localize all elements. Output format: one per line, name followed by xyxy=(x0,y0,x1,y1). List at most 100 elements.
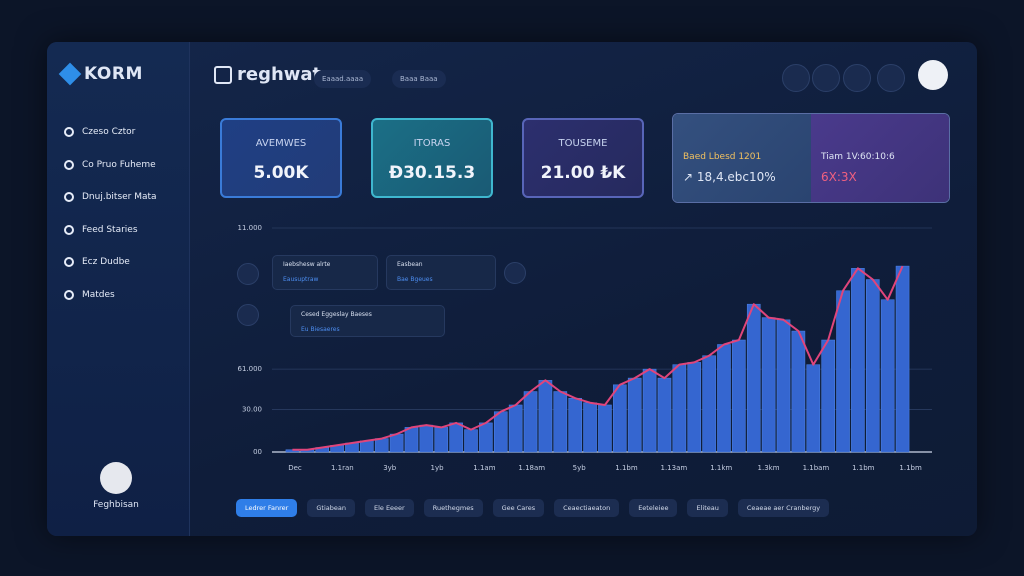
annotation-sub: Eu Biesaeres xyxy=(301,326,340,333)
icon-button[interactable] xyxy=(843,64,871,92)
x-tick-label: 1.3km xyxy=(758,464,780,472)
nav-icon xyxy=(64,289,74,300)
bar xyxy=(657,377,672,453)
bar xyxy=(583,402,597,453)
bar xyxy=(732,339,746,453)
tab[interactable]: Ceaectiaeaton xyxy=(554,499,620,517)
brand[interactable]: KORM xyxy=(58,62,143,86)
bar xyxy=(479,422,493,453)
header-chip[interactable]: Baaa Baaa xyxy=(392,70,446,88)
x-tick-label: 1.1km xyxy=(710,464,732,472)
bar xyxy=(389,433,404,453)
tab[interactable]: Gee Cares xyxy=(492,499,545,517)
highlight-right: Tiam 1V:60:10:6 6X:3X xyxy=(811,114,949,202)
close-button[interactable] xyxy=(918,60,948,90)
nav-item[interactable]: Co Pruo Fuheme xyxy=(64,159,156,170)
y-tick-label: 11.000 xyxy=(238,224,263,232)
nav-icon xyxy=(64,127,74,137)
bar xyxy=(523,391,538,453)
icon-button[interactable] xyxy=(877,64,905,92)
highlight-label: Baed Lbesd 1201 xyxy=(683,152,762,162)
bar xyxy=(627,377,642,453)
bar xyxy=(568,397,582,453)
stat-card[interactable]: ITORAS Ð30.15.3 xyxy=(371,118,493,198)
nav-item[interactable]: Feed Staries xyxy=(64,224,138,235)
x-tick-label: 1.18am xyxy=(518,464,545,472)
nav-icon xyxy=(64,224,74,235)
header-title: reghwatr xyxy=(214,64,330,85)
icon-button[interactable] xyxy=(782,64,810,92)
sidebar xyxy=(47,42,190,536)
annotation-sub: Bae Bgeues xyxy=(397,276,433,283)
stat-card[interactable]: TOUSEME 21.00 ₺K xyxy=(522,118,644,198)
nav-item[interactable]: Dnuj.bitser Mata xyxy=(64,192,157,202)
nav-item[interactable]: Ecz Dudbe xyxy=(64,257,130,267)
x-tick-label: 1.1am xyxy=(473,464,495,472)
bar xyxy=(791,330,806,453)
chart-icon[interactable] xyxy=(237,304,259,326)
nav-label: Co Pruo Fuheme xyxy=(82,159,156,170)
nav-item[interactable]: Matdes xyxy=(64,289,115,300)
card-value: Ð30.15.3 xyxy=(388,163,476,183)
icon-button[interactable] xyxy=(812,64,840,92)
y-tick-label: 61.000 xyxy=(238,365,263,373)
tab[interactable]: Gtiabean xyxy=(307,499,355,517)
bar xyxy=(746,303,761,453)
bar xyxy=(538,380,553,453)
tab[interactable]: Ruethegmes xyxy=(423,499,483,517)
annotation-title: Iaebshesw alrte xyxy=(283,261,331,268)
bar xyxy=(419,424,434,453)
card-value: 21.00 ₺K xyxy=(540,163,626,183)
bar xyxy=(687,362,702,453)
bar xyxy=(895,265,910,453)
tab[interactable]: Ele Eeeer xyxy=(364,499,414,517)
bar xyxy=(806,364,821,453)
bar xyxy=(508,404,523,453)
bar xyxy=(776,319,791,453)
bar xyxy=(642,368,657,453)
stat-card[interactable]: AVEMWES 5.00K xyxy=(220,118,342,198)
bar xyxy=(434,427,449,453)
profile-name[interactable]: Feghbisan xyxy=(93,500,139,510)
highlight-label: Tiam 1V:60:10:6 xyxy=(821,152,895,162)
x-tick-label: 5yb xyxy=(573,464,587,472)
nav-item[interactable]: Czeso Cztor xyxy=(64,127,135,137)
tab[interactable]: Eliteau xyxy=(687,499,728,517)
bar xyxy=(717,344,731,453)
tab[interactable]: Ledrer Fanrer xyxy=(236,499,298,517)
header-chip[interactable]: Eaaad.aaaa xyxy=(314,70,372,88)
profile-avatar[interactable] xyxy=(100,462,132,494)
nav-label: Dnuj.bitser Mata xyxy=(82,192,157,202)
annotation-title: Easbean xyxy=(397,261,423,268)
tab[interactable]: Eeteleiee xyxy=(629,499,678,517)
nav-label: Feed Staries xyxy=(82,224,138,235)
x-tick-label: 1.1bam xyxy=(803,464,830,472)
bar xyxy=(493,411,508,453)
header-title-text: reghwatr xyxy=(237,64,331,85)
annotation-sub: Eausuptraw xyxy=(283,276,319,283)
highlight-card[interactable]: Baed Lbesd 1201 ↗ 18,4.ebc10% Tiam 1V:60… xyxy=(672,113,950,203)
tab[interactable]: Ceaeae aer Cranbergy xyxy=(737,499,830,517)
card-label: AVEMWES xyxy=(255,138,307,149)
nav-icon xyxy=(64,192,74,202)
chart-icon[interactable] xyxy=(504,262,526,284)
x-tick-label: 1.1bm xyxy=(899,464,922,472)
annotation-title: Cesed Eggeslay Baeses xyxy=(301,311,372,318)
bar xyxy=(598,404,612,453)
bar xyxy=(761,317,776,453)
bar xyxy=(702,355,716,453)
chart-icon[interactable] xyxy=(237,263,259,285)
bar xyxy=(553,391,568,453)
trend-line xyxy=(292,265,904,451)
highlight-left: Baed Lbesd 1201 ↗ 18,4.ebc10% xyxy=(673,114,811,202)
x-tick-label: 3yb xyxy=(383,464,397,472)
bar xyxy=(821,339,835,453)
x-tick-label: 1yb xyxy=(431,464,445,472)
bar xyxy=(613,384,627,453)
chart-annotation: Easbean Bae Bgeues xyxy=(386,255,496,290)
card-value: 5.00K xyxy=(253,163,309,183)
tab-bar: Ledrer Fanrer Gtiabean Ele Eeeer Ruethegmes… xyxy=(236,499,830,517)
bar xyxy=(866,279,880,453)
